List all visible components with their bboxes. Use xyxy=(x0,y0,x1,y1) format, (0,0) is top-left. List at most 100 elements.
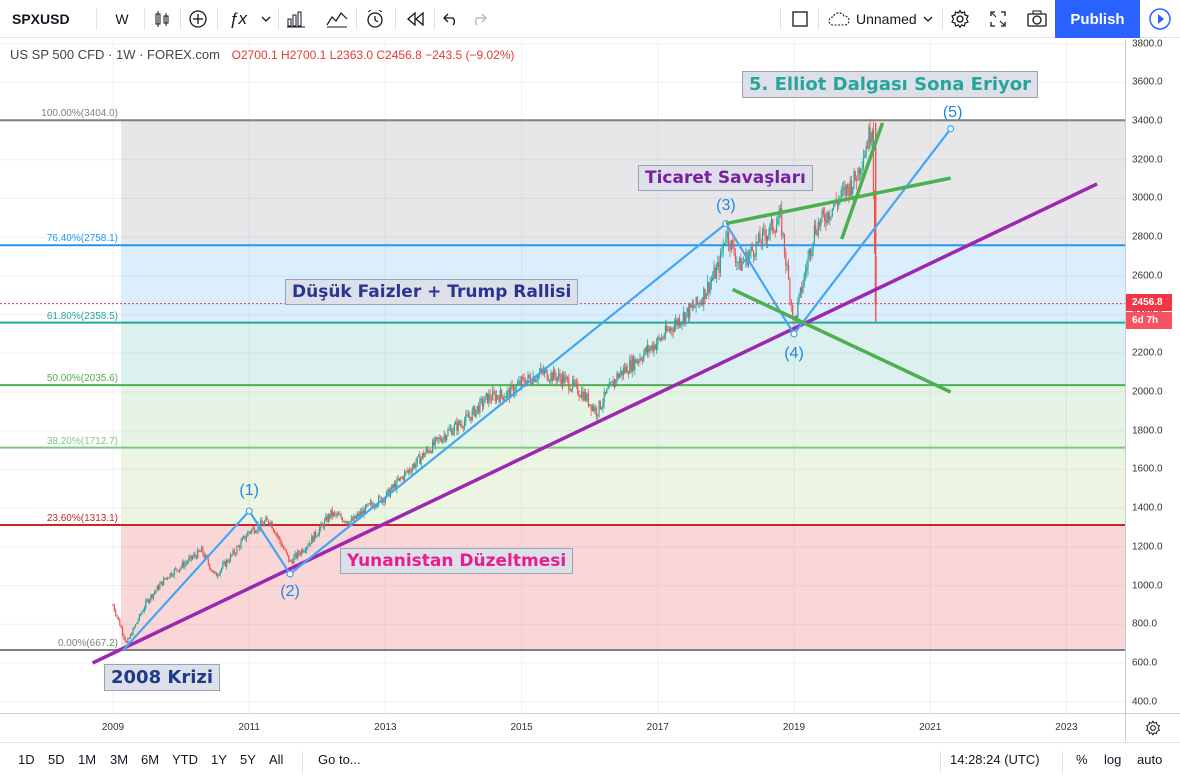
compare-add-icon[interactable] xyxy=(186,4,210,34)
candle-body xyxy=(862,158,865,168)
layout-name-button[interactable]: Unnamed xyxy=(856,11,917,27)
candle-body xyxy=(856,180,858,182)
percent-toggle[interactable]: % xyxy=(1076,752,1088,767)
play-icon[interactable] xyxy=(1140,0,1180,38)
goto-button[interactable]: Go to... xyxy=(318,752,361,767)
chart-pane[interactable]: US SP 500 CFD · 1W · FOREX.com O2700.1 H… xyxy=(0,39,1125,713)
undo-icon[interactable] xyxy=(440,4,462,34)
candle-body xyxy=(318,528,321,535)
candle-body xyxy=(808,249,810,258)
layout-square-icon[interactable] xyxy=(788,4,812,34)
candle-body xyxy=(387,488,389,492)
candle-body xyxy=(547,380,550,382)
candle-body xyxy=(172,575,174,577)
candle-body xyxy=(775,224,778,232)
range-1y[interactable]: 1Y xyxy=(211,752,227,767)
candle-body xyxy=(632,357,635,370)
candle-body xyxy=(344,521,346,523)
publish-button[interactable]: Publish xyxy=(1055,0,1140,38)
candle-body xyxy=(276,533,278,537)
annotation-elliot[interactable]: 5. Elliot Dalgası Sona Eriyor xyxy=(742,71,1038,98)
financials-icon[interactable] xyxy=(284,4,308,34)
alert-clock-icon[interactable] xyxy=(362,4,388,34)
cloud-icon[interactable] xyxy=(826,4,852,34)
bar-countdown-tag: 6d 7h xyxy=(1126,312,1172,329)
indicators-fx-icon[interactable]: ƒx xyxy=(229,9,247,28)
candle-body xyxy=(253,527,255,533)
candle-body xyxy=(510,385,512,399)
candle-body xyxy=(667,329,669,331)
candle-body xyxy=(687,307,690,318)
annotation-low-rates[interactable]: Düşük Faizler + Trump Rallisi xyxy=(285,279,579,305)
annotation-crisis[interactable]: 2008 Krizi xyxy=(104,664,221,691)
candle-body xyxy=(205,555,207,558)
candle-body xyxy=(145,600,147,608)
fib-level-label: 100.00%(3404.0) xyxy=(41,108,118,120)
log-toggle[interactable]: log xyxy=(1104,752,1122,767)
candle-body xyxy=(616,373,618,382)
candle-body xyxy=(559,373,561,379)
candle-body xyxy=(845,184,847,196)
candle-body xyxy=(362,509,364,514)
candle-body xyxy=(613,379,615,387)
candle-body xyxy=(673,325,675,332)
price-scale[interactable]: 3800.0 3600.0 3400.0 3200.0 3000.0 2800.0 2600… xyxy=(1125,38,1180,713)
candle-body xyxy=(754,256,756,258)
fib-level-label: 23.60%(1313.1) xyxy=(46,512,118,524)
candle-body xyxy=(371,502,373,505)
candle-body xyxy=(366,505,368,507)
range-3m[interactable]: 3M xyxy=(110,752,129,767)
time-tick-label: 2015 xyxy=(510,722,533,733)
divider xyxy=(96,8,97,30)
templates-icon[interactable] xyxy=(324,4,350,34)
bar-style-icon[interactable] xyxy=(150,4,174,34)
candle-body xyxy=(452,431,454,436)
range-ytd[interactable]: YTD xyxy=(172,752,198,767)
camera-snapshot-icon[interactable] xyxy=(1024,4,1050,34)
chevron-down-icon[interactable] xyxy=(920,4,936,34)
candle-body xyxy=(185,562,187,564)
time-scale[interactable]: 2009 2011 2013 2015 2017 2019 2021 2023 xyxy=(0,713,1125,741)
candle-body xyxy=(789,279,791,301)
candle-body xyxy=(432,440,434,453)
auto-toggle[interactable]: auto xyxy=(1137,752,1163,767)
range-1d[interactable]: 1D xyxy=(18,752,35,767)
range-5y[interactable]: 5Y xyxy=(240,752,256,767)
settings-gear-icon[interactable] xyxy=(948,4,972,34)
candle-body xyxy=(411,467,413,473)
candle-body xyxy=(803,274,805,285)
candle-body xyxy=(542,370,544,374)
redo-icon[interactable] xyxy=(468,4,490,34)
candle-body xyxy=(414,463,416,468)
candle-body xyxy=(701,301,704,305)
candle-body xyxy=(638,360,640,362)
candle-body xyxy=(498,397,500,403)
range-1m[interactable]: 1M xyxy=(78,752,97,767)
annotation-greece[interactable]: Yunanistan Düzeltmesi xyxy=(340,548,574,574)
candle-body xyxy=(254,532,257,534)
range-5d[interactable]: 5D xyxy=(48,752,65,767)
candle-body xyxy=(355,516,358,519)
replay-icon[interactable] xyxy=(402,4,428,34)
scale-settings-icon[interactable] xyxy=(1125,713,1180,741)
interval-button[interactable]: W xyxy=(115,11,129,27)
candle-body xyxy=(714,267,716,279)
symbol-search-button[interactable]: SPXUSD xyxy=(12,11,70,27)
candle-body xyxy=(295,553,298,558)
clock-utc[interactable]: 14:28:24 (UTC) xyxy=(950,752,1040,767)
candle-body xyxy=(843,187,845,190)
chevron-down-icon[interactable] xyxy=(258,4,274,34)
range-6m[interactable]: 6M xyxy=(141,752,160,767)
candle-body xyxy=(425,448,427,454)
candle-body xyxy=(556,377,558,381)
fullscreen-icon[interactable] xyxy=(986,4,1010,34)
candle-body xyxy=(840,189,842,198)
annotation-trade-war[interactable]: Ticaret Savaşları xyxy=(638,165,813,191)
candle-body xyxy=(210,568,212,571)
range-all[interactable]: All xyxy=(269,752,284,767)
chart-canvas[interactable] xyxy=(0,39,1125,713)
price-tick-label: 3000.0 xyxy=(1132,192,1163,204)
candle-body xyxy=(718,261,720,273)
candle-body xyxy=(639,358,641,362)
candle-body xyxy=(203,554,205,558)
